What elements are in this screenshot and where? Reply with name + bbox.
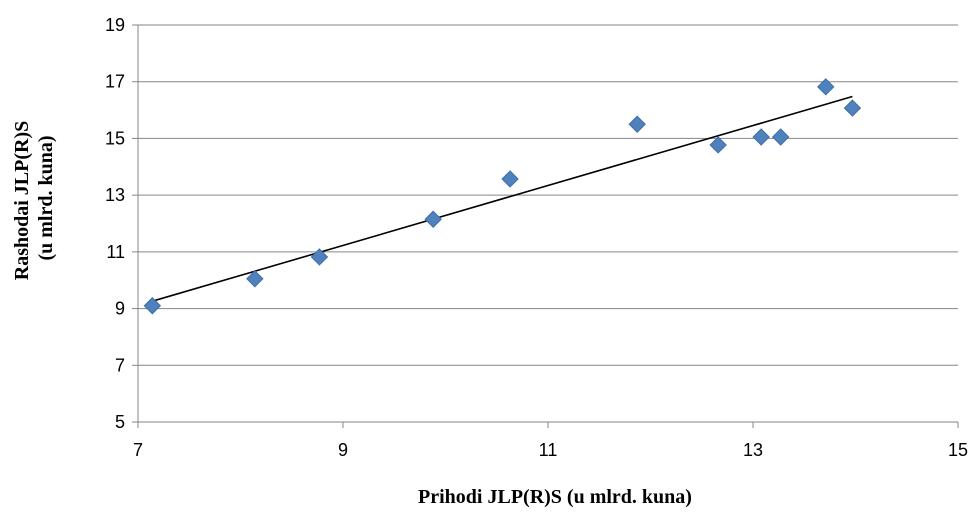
data-point (501, 170, 519, 188)
data-point (771, 128, 790, 146)
y-tick-label: 11 (106, 242, 125, 262)
data-point (752, 128, 770, 146)
y-tick-label: 9 (115, 299, 125, 319)
trendline-layer (152, 95, 853, 302)
y-tick-label: 7 (115, 355, 125, 375)
data-point (424, 210, 442, 228)
x-tick-label: 13 (743, 440, 763, 460)
y-tick-label: 5 (115, 412, 125, 432)
data-point (143, 297, 162, 315)
gridlines (138, 24, 958, 366)
plot-area (132, 24, 959, 428)
x-tick-label: 15 (948, 440, 968, 460)
data-point (709, 136, 727, 154)
axes (132, 24, 959, 428)
y-tick-label: 19 (105, 15, 125, 35)
x-tick-label: 9 (338, 440, 348, 460)
data-points (143, 78, 862, 315)
x-axis-title: Prihodi JLP(R)S (u mlrd. kuna) (418, 486, 692, 508)
y-tick-label: 15 (105, 128, 125, 148)
x-tick-label: 11 (539, 440, 558, 460)
data-point (310, 248, 329, 266)
data-point (843, 99, 862, 117)
y-tick-label: 13 (105, 185, 125, 205)
y-axis-title: Rashodai JLP(R)S (u mlrd. kuna) (11, 116, 57, 280)
data-point (817, 78, 835, 96)
data-point (628, 115, 646, 133)
data-point (246, 270, 264, 288)
y-axis-title-line-1: Rashodai JLP(R)S (11, 121, 33, 280)
x-axis-tick-labels: 7 9 11 13 15 (133, 440, 968, 460)
y-tick-label: 17 (105, 72, 125, 92)
linear-trendline (152, 95, 853, 302)
y-axis-tick-labels: 5 7 9 11 13 15 17 19 (105, 15, 125, 432)
y-axis-title-line-2: (u mlrd. kuna) (35, 135, 57, 260)
x-tick-label: 7 (133, 440, 143, 460)
